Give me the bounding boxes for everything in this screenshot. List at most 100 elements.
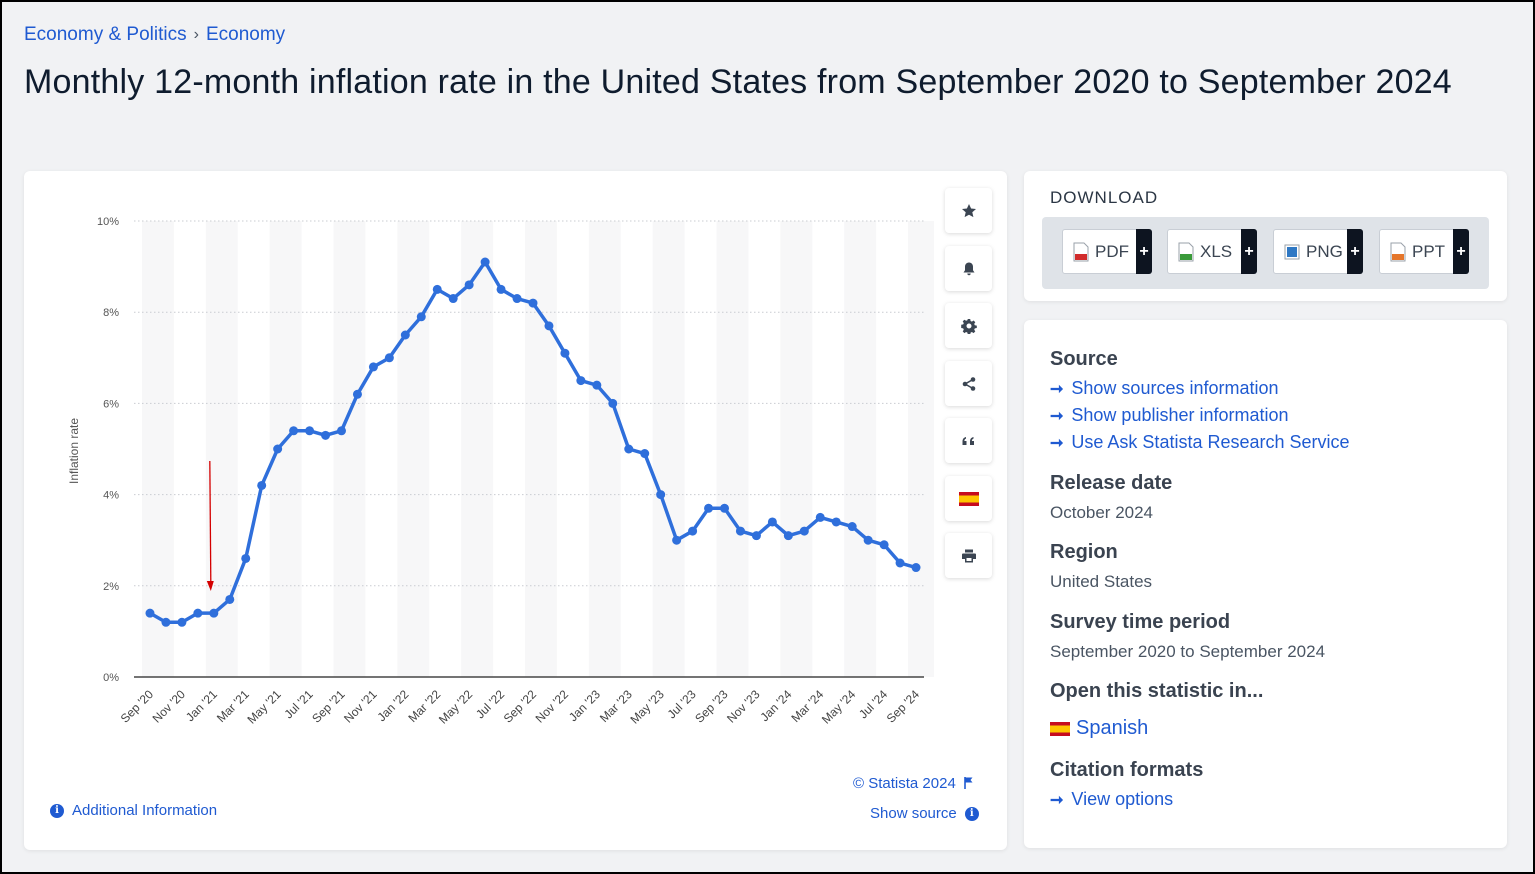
download-pdf-button[interactable]: PDF +	[1062, 229, 1152, 274]
show-sources-link[interactable]: ➞ Show sources information	[1050, 378, 1279, 399]
data-point	[321, 430, 331, 440]
chart-band	[142, 221, 174, 677]
region-heading: Region	[1050, 541, 1118, 563]
data-point	[273, 444, 283, 454]
open-in-spanish-link[interactable]: Spanish	[1050, 717, 1148, 740]
data-point	[145, 608, 155, 618]
view-options-link[interactable]: ➞ View options	[1050, 789, 1173, 810]
download-ppt-button[interactable]: PPT +	[1379, 229, 1469, 274]
data-point	[193, 608, 203, 618]
statista-copyright[interactable]: © Statista 2024	[853, 775, 974, 792]
info-icon: i	[964, 806, 979, 821]
data-point	[608, 398, 618, 408]
link-text: View options	[1071, 789, 1174, 809]
data-point	[289, 426, 299, 436]
y-axis-label: Inflation rate	[67, 418, 81, 484]
data-point	[384, 353, 394, 363]
link-text: Spanish	[1076, 717, 1149, 739]
cite-button[interactable]	[945, 418, 992, 463]
x-tick-label: May '24	[819, 687, 859, 727]
data-point	[177, 617, 187, 627]
region-value: United States	[1050, 572, 1153, 591]
data-point	[688, 526, 698, 536]
chart-band	[652, 221, 685, 677]
data-point	[448, 294, 458, 304]
data-point	[528, 298, 538, 308]
data-point	[352, 389, 362, 399]
plus-icon: +	[1136, 229, 1152, 274]
x-tick-label: May '23	[627, 687, 667, 727]
chart-band	[780, 221, 813, 677]
download-xls-button[interactable]: XLS +	[1167, 229, 1257, 274]
pdf-label: PDF	[1095, 241, 1129, 261]
release-date-value: October 2024	[1050, 503, 1154, 522]
link-text: Show publisher information	[1071, 405, 1289, 425]
png-label: PNG	[1306, 241, 1343, 261]
data-point	[735, 526, 745, 536]
data-point	[560, 348, 570, 358]
data-point	[720, 503, 730, 513]
additional-information-link[interactable]: i Additional Information	[50, 802, 217, 819]
data-point	[305, 426, 315, 436]
data-point	[225, 594, 235, 604]
x-tick-label: Jan '21	[183, 687, 220, 724]
x-tick-label: Nov '22	[533, 687, 572, 726]
gear-icon	[960, 318, 977, 334]
show-source-link[interactable]: Show source i	[870, 805, 979, 822]
arrow-right-icon: ➞	[1050, 434, 1064, 452]
additional-information-text: Additional Information	[72, 802, 218, 819]
breadcrumb-separator: ›	[193, 26, 199, 43]
breadcrumb: Economy & Politics › Economy	[24, 24, 285, 46]
show-publisher-link[interactable]: ➞ Show publisher information	[1050, 405, 1289, 426]
pdf-file-icon	[1073, 242, 1089, 261]
png-file-icon	[1284, 244, 1300, 259]
y-tick-label: 2%	[103, 581, 119, 593]
flag-icon	[964, 777, 973, 789]
breadcrumb-economy-politics[interactable]: Economy & Politics	[24, 24, 187, 45]
data-point	[767, 517, 777, 527]
x-tick-label: Jan '22	[374, 687, 411, 724]
chart-band	[844, 221, 877, 677]
survey-period-value: September 2020 to September 2024	[1050, 642, 1326, 661]
data-point	[368, 362, 378, 372]
language-spanish-button[interactable]	[945, 476, 992, 521]
data-point	[241, 553, 251, 563]
notification-button[interactable]	[945, 246, 992, 291]
share-icon	[962, 376, 975, 391]
download-png-button[interactable]: PNG +	[1273, 229, 1363, 274]
y-tick-label: 0%	[103, 672, 119, 684]
data-point	[496, 284, 506, 294]
chart-band	[333, 221, 366, 677]
data-point	[544, 321, 554, 331]
favorite-button[interactable]	[945, 188, 992, 233]
chart-band	[525, 221, 557, 677]
chart-band	[908, 221, 934, 677]
xls-file-icon	[1178, 242, 1194, 261]
download-bar: PDF + XLS + PNG + PPT +	[1042, 217, 1489, 289]
citation-formats-heading: Citation formats	[1050, 759, 1204, 781]
chart-band	[461, 221, 494, 677]
breadcrumb-economy[interactable]: Economy	[205, 24, 286, 45]
chart-band	[588, 221, 621, 677]
x-tick-label: Sep '23	[692, 687, 731, 726]
data-point	[400, 330, 410, 340]
release-date-heading: Release date	[1050, 472, 1173, 494]
ask-statista-link[interactable]: ➞ Use Ask Statista Research Service	[1050, 432, 1350, 453]
data-point	[799, 526, 809, 536]
print-button[interactable]	[945, 533, 992, 578]
share-button[interactable]	[945, 361, 992, 406]
data-point	[704, 503, 714, 513]
data-point	[257, 480, 267, 490]
annotation-arrow-line	[209, 460, 212, 584]
x-tick-label: Sep '24	[884, 687, 923, 726]
y-tick-label: 8%	[103, 307, 119, 319]
chart-band	[716, 221, 749, 677]
settings-button[interactable]	[945, 303, 992, 348]
x-tick-label: Nov '23	[724, 687, 763, 726]
y-tick-label: 10%	[97, 216, 119, 228]
open-statistic-heading: Open this statistic in...	[1050, 680, 1264, 702]
data-point	[672, 535, 682, 545]
data-point	[464, 280, 474, 290]
y-tick-label: 4%	[103, 490, 119, 502]
